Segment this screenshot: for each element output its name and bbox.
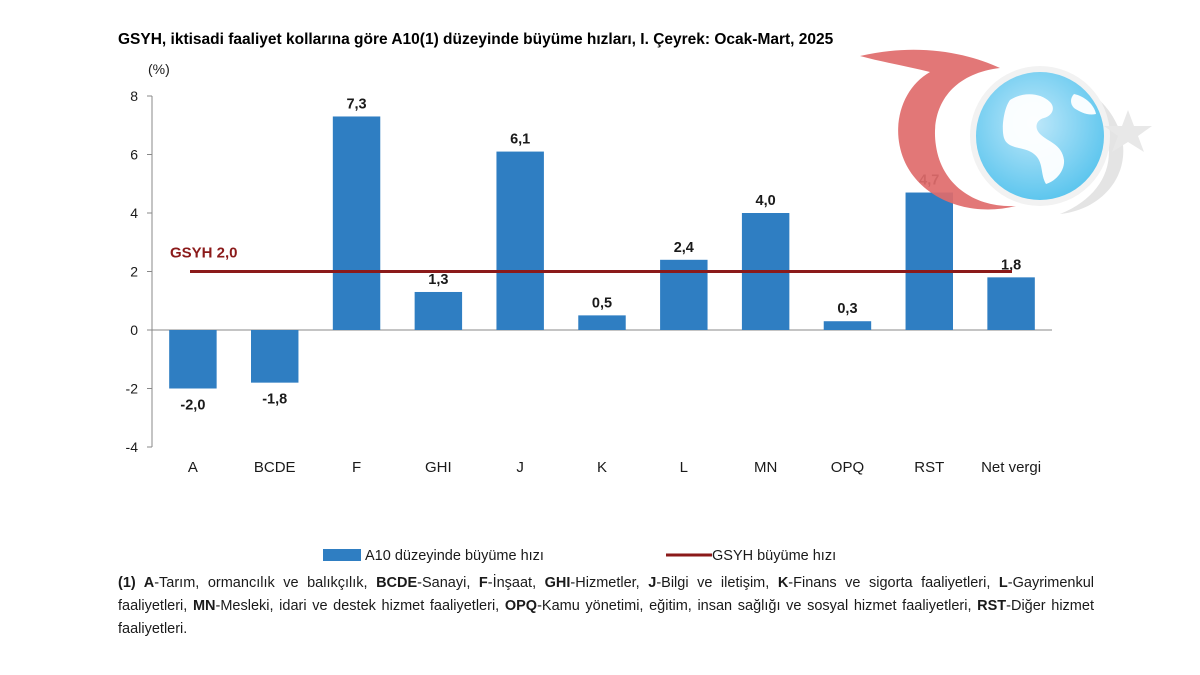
footnote-code: MN	[192, 598, 216, 614]
footnote-code: K	[777, 575, 789, 591]
bar	[332, 116, 381, 330]
bar-value-label: 7,3	[346, 96, 366, 112]
bar-value-label: 1,8	[1001, 257, 1021, 273]
bar	[414, 291, 463, 330]
bar-series: -2,0-1,87,31,36,10,52,44,00,34,71,8	[169, 96, 1035, 414]
footnote-code: GHI	[544, 575, 571, 591]
y-tick-label: 6	[130, 147, 138, 163]
bar-value-label: 0,5	[592, 295, 612, 311]
footnote-code: J	[648, 575, 657, 591]
footnote-text: -Gayrimenkul faaliyetleri,	[118, 575, 1094, 614]
y-tick-label: 0	[130, 322, 138, 338]
footnote-text: -Diğer hizmet faaliyetleri.	[118, 598, 1094, 637]
footnote-code: L	[998, 575, 1008, 591]
bar	[251, 330, 299, 383]
bar	[496, 151, 544, 330]
x-category-label: F	[352, 459, 361, 476]
legend: A10 düzeyinde büyüme hızı GSYH büyüme hı…	[323, 548, 836, 564]
x-axis-category-labels: A BCDE F GHI J K L MN OPQ RST Net vergi	[188, 459, 1041, 476]
footnote-code: RST	[977, 598, 1007, 614]
y-axis-unit-label: (%)	[148, 61, 170, 77]
footnote: (1) A-Tarım, ormancılık ve balıkçılık, B…	[118, 572, 1094, 641]
x-category-label: Net vergi	[981, 459, 1041, 476]
footnote-text: -İnşaat,	[487, 575, 545, 591]
footnote-code: A	[143, 575, 155, 591]
bar	[169, 330, 217, 389]
legend-bar-swatch	[323, 549, 361, 561]
footnote-text: -Finans ve sigorta faaliyetleri,	[788, 575, 999, 591]
bar-value-label: 4,0	[756, 193, 776, 209]
x-category-label: MN	[754, 459, 777, 476]
footnote-text: -Mesleki, idari ve destek hizmet faaliye…	[215, 598, 505, 614]
footnote-code: F	[478, 575, 488, 591]
footnote-text: -Tarım, ormancılık ve balıkçılık,	[154, 575, 377, 591]
legend-bar-label: A10 düzeyinde büyüme hızı	[365, 548, 544, 564]
x-category-label: OPQ	[831, 459, 864, 476]
y-tick-label: 8	[130, 88, 138, 104]
footnote-text: -Hizmetler,	[570, 575, 649, 591]
bar-value-label: -1,8	[262, 392, 287, 408]
x-category-label: K	[597, 459, 607, 476]
chart-title: GSYH, iktisadi faaliyet kollarına göre A…	[118, 31, 834, 48]
y-tick-label: 4	[130, 205, 138, 221]
footnote-code: OPQ	[504, 598, 538, 614]
footnote-text: -Kamu yönetimi, eğitim, insan sağlığı ve…	[537, 598, 978, 614]
y-tick-label: -2	[126, 381, 139, 397]
bar-value-label: 0,3	[837, 301, 857, 317]
legend-line-label: GSYH büyüme hızı	[712, 548, 836, 564]
footnote-text: -Bilgi ve iletişim,	[656, 575, 778, 591]
bar-value-label: 1,3	[428, 272, 448, 288]
y-tick-label: -4	[126, 439, 139, 455]
reference-line-label: GSYH 2,0	[170, 245, 238, 262]
x-category-label: GHI	[425, 459, 452, 476]
x-category-label: BCDE	[254, 459, 296, 476]
bar-value-label: 2,4	[674, 240, 694, 256]
footnote-code: (1)	[118, 575, 144, 591]
bar	[823, 321, 872, 330]
x-category-label: RST	[914, 459, 944, 476]
bar	[578, 315, 626, 330]
bar	[905, 192, 953, 330]
gsyh-reference-line: GSYH 2,0	[170, 245, 1012, 273]
x-category-label: A	[188, 459, 198, 476]
bar	[987, 277, 1035, 330]
crescent-star-globe-icon	[860, 49, 1152, 215]
x-category-label: L	[680, 459, 688, 476]
bar-value-label: 6,1	[510, 132, 530, 148]
footnote-text: -Sanayi,	[417, 575, 479, 591]
y-tick-label: 2	[130, 264, 138, 280]
x-category-label: J	[516, 459, 524, 476]
bar-value-label: -2,0	[180, 398, 205, 414]
footnote-code: BCDE	[376, 575, 418, 591]
